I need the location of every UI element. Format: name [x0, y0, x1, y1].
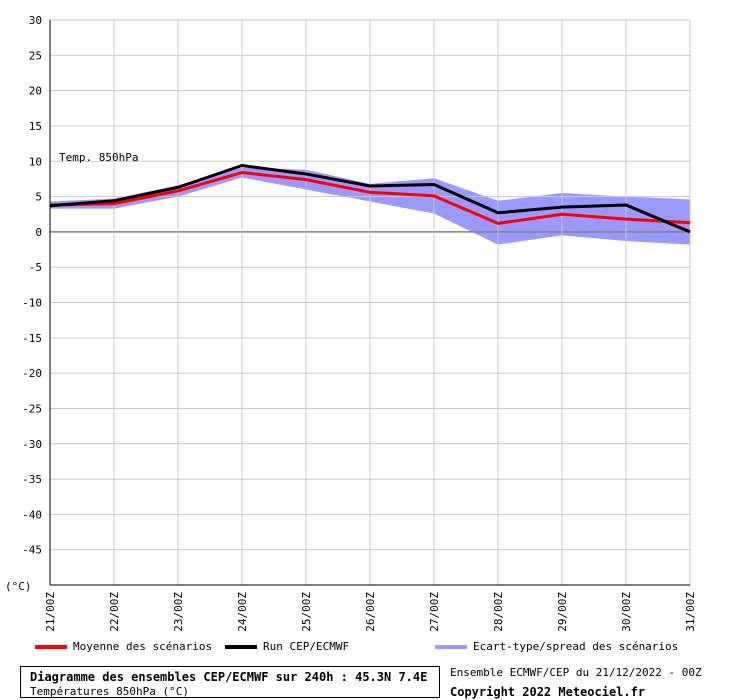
y-tick-label: -10 [22, 297, 42, 310]
ensemble-chart: 30 25 20 15 10 5 0 -5 -10 -15 -20 -25 -30 -35 -40 -45 21… [5, 14, 697, 632]
x-tick-label: 26/00Z [364, 592, 377, 632]
y-tick-label: 0 [35, 226, 42, 239]
legend-label-run: Run CEP/ECMWF [263, 640, 350, 653]
legend-swatch-mean [35, 645, 67, 649]
y-tick-label: 5 [35, 191, 42, 204]
legend-item-run: Run CEP/ECMWF [225, 640, 349, 653]
chart-subtitle: Températures 850hPa (°C) [30, 685, 189, 698]
x-tick-label: 31/00Z [684, 592, 697, 632]
y-tick-label: 10 [29, 155, 42, 168]
y-axis-unit-label: (°C) [5, 580, 32, 593]
legend-item-spread: Ecart-type/spread des scénarios [435, 640, 678, 653]
copyright: Copyright 2022 Meteociel.fr [450, 685, 646, 699]
y-tick-label: 25 [29, 49, 42, 62]
legend-label-spread: Ecart-type/spread des scénarios [473, 640, 679, 653]
chart-annotation: Temp. 850hPa [59, 151, 138, 164]
spread-band [50, 167, 690, 245]
y-tick-label: -40 [22, 508, 42, 521]
y-tick-label: 30 [29, 14, 42, 27]
y-tick-label: -25 [22, 402, 42, 415]
legend-label-mean: Moyenne des scénarios [73, 640, 213, 653]
y-tick-label: -5 [29, 261, 42, 274]
x-tick-label: 30/00Z [620, 592, 633, 632]
x-tick-label: 24/00Z [236, 592, 249, 632]
series-layer [49, 163, 691, 234]
y-tick-label: -20 [22, 367, 42, 380]
legend-swatch-run [225, 645, 257, 649]
legend-item-mean: Moyenne des scénarios [35, 640, 212, 653]
grid-layer [49, 19, 691, 586]
tick-layer: 30 25 20 15 10 5 0 -5 -10 -15 -20 -25 -30 -35 -40 -45 21… [22, 14, 697, 632]
run-info: Ensemble ECMWF/CEP du 21/12/2022 - 00Z [450, 666, 702, 679]
legend: Moyenne des scénarios Run CEP/ECMWF Ecar… [0, 640, 740, 656]
x-tick-label: 21/00Z [44, 592, 57, 632]
y-tick-label: -45 [22, 544, 42, 557]
y-tick-label: -35 [22, 473, 42, 486]
x-tick-label: 25/00Z [300, 592, 313, 632]
spread-band-layer [50, 167, 690, 245]
y-tick-label: 15 [29, 120, 42, 133]
x-tick-label: 28/00Z [492, 592, 505, 632]
x-tick-label: 23/00Z [172, 592, 185, 632]
x-tick-label: 27/00Z [428, 592, 441, 632]
x-tick-label: 29/00Z [556, 592, 569, 632]
y-tick-label: -15 [22, 332, 42, 345]
y-tick-label: 20 [29, 85, 42, 98]
legend-swatch-spread [435, 645, 467, 649]
chart-title: Diagramme des ensembles CEP/ECMWF sur 24… [30, 670, 428, 684]
x-tick-label: 22/00Z [108, 592, 121, 632]
y-tick-label: -30 [22, 438, 42, 451]
footer-title-box: Diagramme des ensembles CEP/ECMWF sur 24… [20, 666, 440, 698]
